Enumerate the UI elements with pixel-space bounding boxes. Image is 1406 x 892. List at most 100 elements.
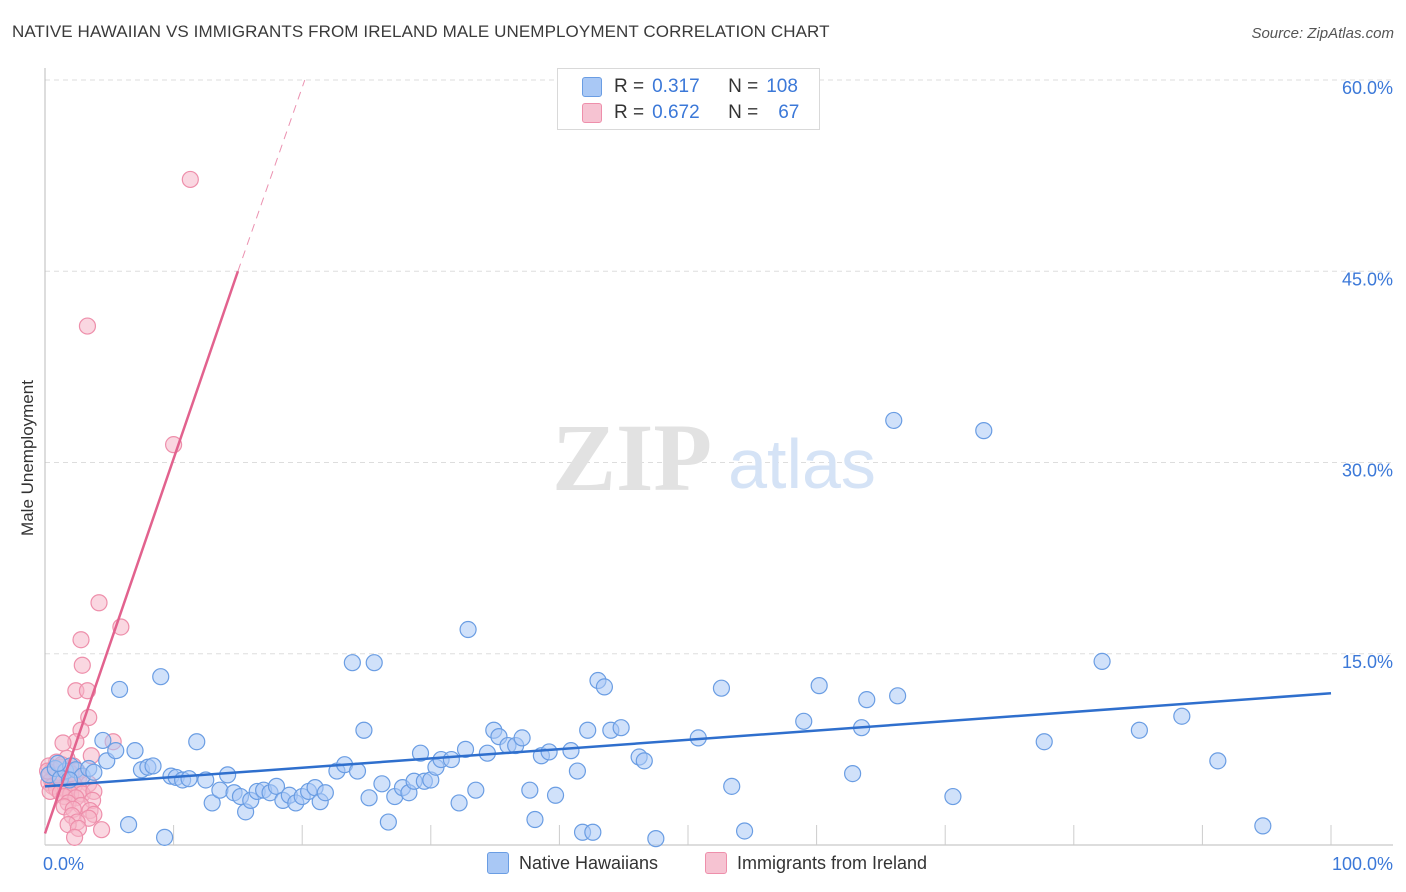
legend-r-label: R =: [614, 76, 645, 97]
data-point-hawaiian: [526, 810, 544, 829]
data-point-hawaiian: [795, 712, 813, 730]
data-point-hawaiian: [546, 786, 565, 804]
data-point-hawaiian: [889, 687, 907, 705]
trend-line-ireland: [43, 270, 240, 834]
bottom-legend-label-ireland: Immigrants from Ireland: [737, 852, 928, 873]
series-hawaiian-points: [40, 411, 1272, 848]
data-point-hawaiian: [94, 731, 112, 750]
tick-labels: 15.0% 30.0% 45.0% 60.0% 0.0% 100.0%: [43, 78, 1393, 874]
data-point-hawaiian: [49, 754, 67, 773]
data-point-hawaiian: [343, 654, 361, 672]
y-tick-label: 60.0%: [1342, 78, 1393, 98]
y-tick-label: 30.0%: [1342, 461, 1393, 481]
bottom-legend-hawaiian: Native Hawaiians: [487, 852, 658, 874]
data-point-hawaiian: [467, 781, 485, 799]
legend-n-value: 67: [778, 102, 800, 123]
data-point-hawaiian: [450, 794, 468, 812]
legend-r-label: R =: [614, 102, 645, 123]
data-point-hawaiian: [126, 742, 144, 760]
source-credit: Source: ZipAtlas.com: [1251, 25, 1394, 42]
chart-title: NATIVE HAWAIIAN VS IMMIGRANTS FROM IRELA…: [12, 22, 830, 41]
data-point-hawaiian: [211, 781, 229, 799]
grid-lines: [45, 79, 1393, 655]
data-point-hawaiian: [1035, 733, 1053, 751]
legend-r-value: 0.672: [652, 102, 700, 123]
y-tick-label: 15.0%: [1342, 652, 1393, 672]
bottom-legend-label-hawaiian: Native Hawaiians: [519, 852, 659, 873]
data-point-hawaiian: [144, 757, 162, 775]
data-point-hawaiian: [521, 781, 539, 799]
data-point-hawaiian: [844, 764, 862, 783]
data-point-hawaiian: [365, 654, 383, 672]
legend-swatch-blue: [582, 77, 602, 97]
data-point-hawaiian: [975, 422, 993, 440]
data-point-hawaiian: [540, 743, 558, 761]
data-point-ireland: [181, 170, 199, 189]
data-point-hawaiian: [712, 679, 731, 697]
data-point-hawaiian: [1093, 652, 1111, 671]
data-point-hawaiian: [1209, 752, 1227, 770]
correlation-legend: R = 0.317 N = 108 R = 0.672 N = 67: [557, 68, 820, 130]
data-point-hawaiian: [1130, 721, 1148, 739]
data-point-hawaiian: [379, 813, 397, 831]
data-point-hawaiian: [442, 750, 460, 769]
data-point-ireland: [72, 631, 90, 649]
axes: [44, 68, 1393, 846]
data-point-hawaiian: [267, 777, 286, 795]
data-point-hawaiian: [348, 762, 367, 780]
legend-r-value: 0.317: [652, 76, 700, 97]
legend-row-hawaiian: R = 0.317 N = 108: [582, 75, 798, 99]
trend-line-hawaiian: [44, 692, 1332, 788]
data-point-hawaiian: [735, 822, 754, 840]
bottom-legend-ireland: Immigrants from Ireland: [705, 852, 927, 874]
data-point-hawaiian: [885, 411, 903, 430]
data-point-hawaiian: [110, 680, 129, 699]
data-point-hawaiian: [1254, 817, 1272, 835]
data-point-hawaiian: [456, 740, 475, 758]
bottom-legend-swatch-blue: [487, 852, 509, 874]
data-point-hawaiian: [152, 668, 170, 686]
data-point-hawaiian: [1173, 707, 1191, 725]
data-point-hawaiian: [85, 763, 103, 781]
data-point-hawaiian: [513, 729, 531, 747]
data-point-hawaiian: [119, 815, 138, 834]
watermark-zip: ZIP: [552, 404, 712, 511]
data-point-hawaiian: [316, 784, 334, 802]
data-point-hawaiian: [155, 828, 174, 846]
trend-line-ireland-extension: [237, 79, 306, 272]
data-point-hawaiian: [459, 620, 477, 639]
data-point-hawaiian: [373, 775, 391, 793]
data-point-hawaiian: [219, 766, 237, 784]
data-point-hawaiian: [723, 777, 741, 795]
data-point-hawaiian: [612, 719, 630, 737]
data-point-hawaiian: [647, 830, 665, 848]
data-point-hawaiian: [180, 770, 198, 788]
data-point-ireland: [92, 821, 111, 839]
x-tick-label: 0.0%: [43, 854, 84, 874]
legend-n-label: N =: [728, 76, 759, 97]
data-point-hawaiian: [635, 752, 653, 770]
legend-n-label: N =: [728, 102, 759, 123]
data-point-hawaiian: [203, 794, 221, 812]
data-point-hawaiian: [360, 789, 378, 807]
data-point-ireland: [65, 828, 84, 846]
data-point-hawaiian: [107, 742, 125, 760]
y-tick-label: 45.0%: [1342, 269, 1393, 289]
data-point-hawaiian: [188, 733, 206, 751]
data-point-hawaiian: [810, 677, 828, 695]
legend-row-ireland: R = 0.672 N = 67: [582, 101, 799, 125]
data-point-ireland: [78, 317, 97, 335]
legend-swatch-pink: [582, 103, 602, 123]
legend-n-value: 108: [766, 76, 798, 97]
x-tick-label: 100.0%: [1332, 854, 1393, 874]
data-point-hawaiian: [595, 678, 614, 696]
data-point-hawaiian: [858, 691, 876, 709]
trend-lines: [43, 79, 1332, 834]
bottom-legend-swatch-pink: [705, 852, 727, 874]
data-point-hawaiian: [568, 762, 587, 780]
watermark-atlas: atlas: [728, 425, 876, 503]
data-point-ireland: [54, 734, 72, 752]
data-point-hawaiian: [584, 823, 602, 841]
data-point-hawaiian: [579, 721, 597, 739]
